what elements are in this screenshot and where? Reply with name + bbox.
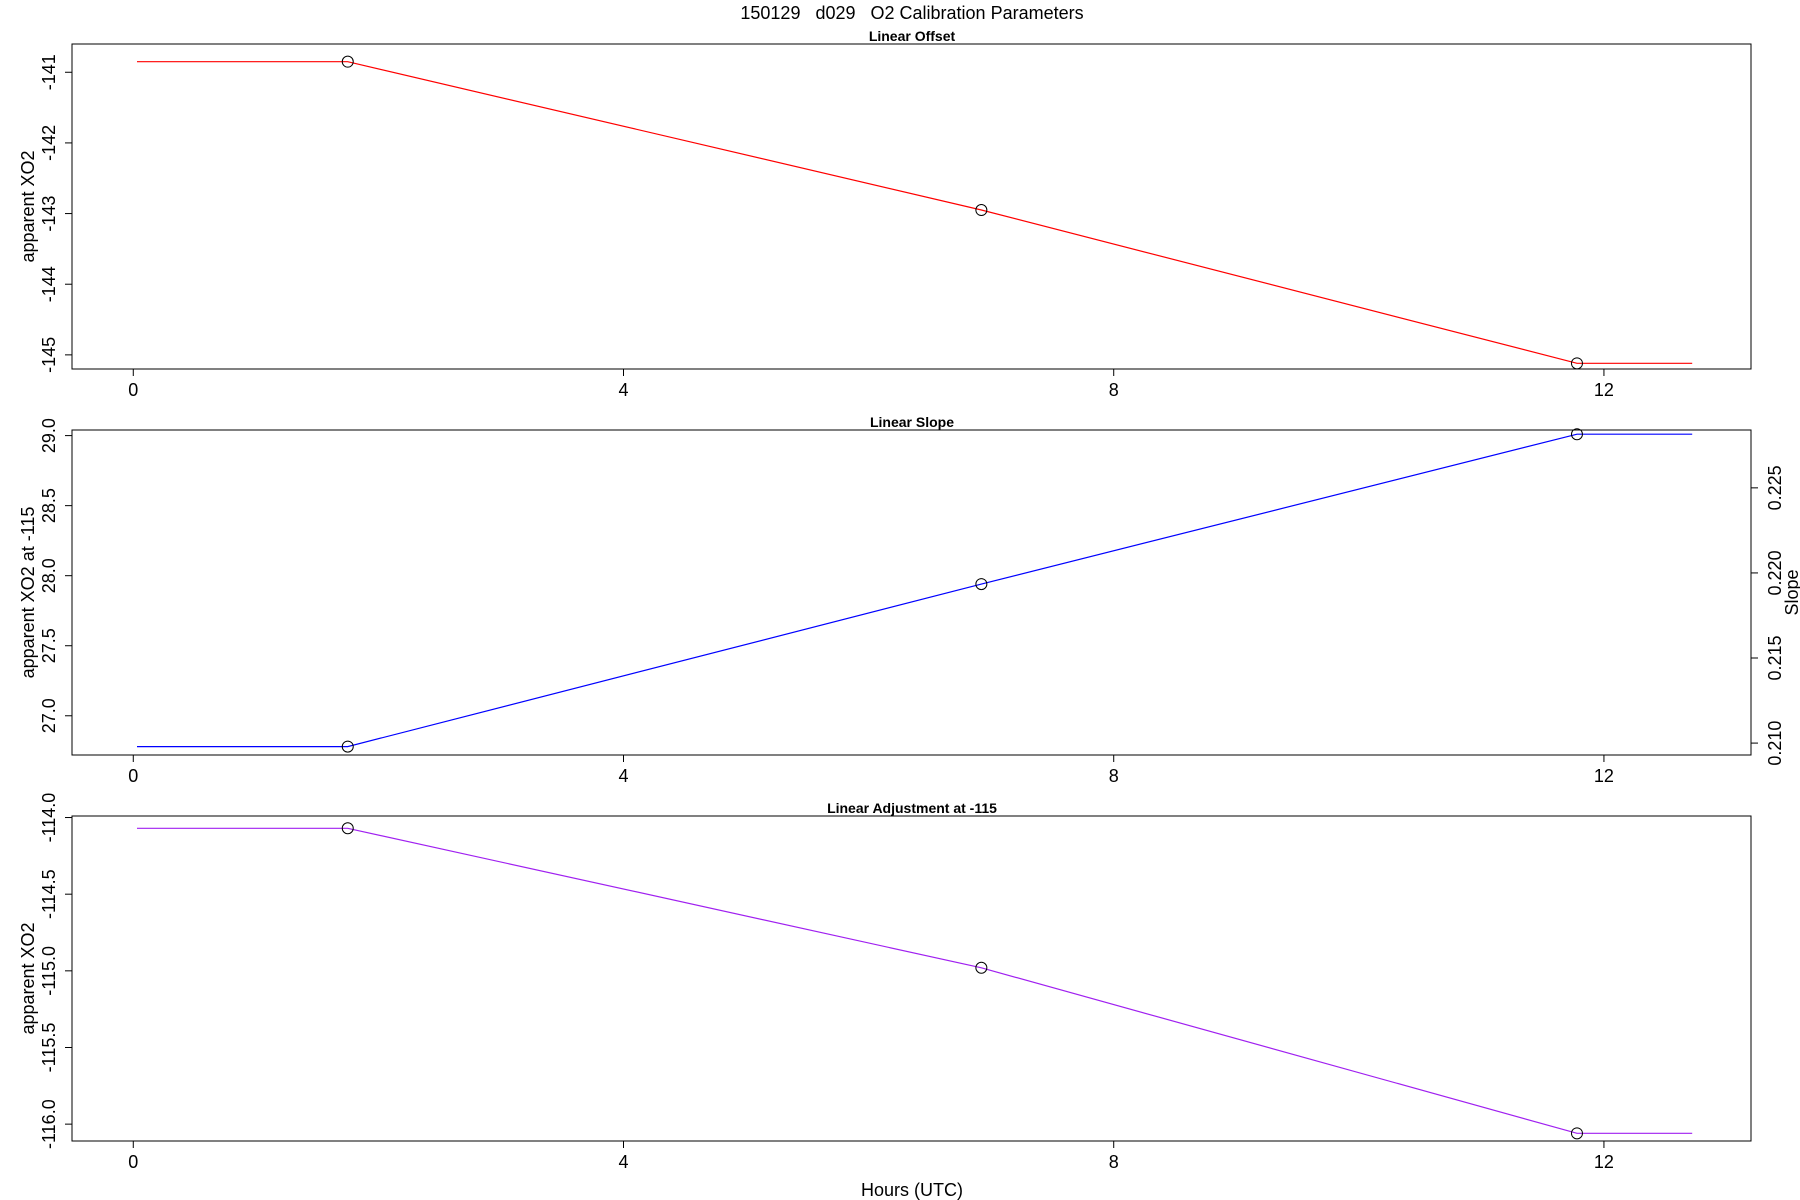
plot-frame [71,43,1752,370]
y-axis-label: apparent XO2 at -115 [18,507,38,679]
panel-title: Linear Slope [870,414,954,430]
panel-linear-offset: Linear Offset 0 4 8 12 -141 -142 -143 -144 -145 a… [18,28,1752,400]
data-point [341,740,354,753]
data-point [1570,1127,1583,1140]
series-line [137,61,1693,364]
figure-title: 150129 d029 O2 Calibration Parameters [740,3,1083,23]
x-tick-label: 4 [618,1152,628,1172]
x-tick-label: 8 [1109,766,1119,786]
y-tick-label: -115.5 [39,1023,59,1073]
data-point [341,822,354,835]
y-tick-label: -144 [39,266,59,302]
x-tick-label: 0 [128,766,138,786]
data-point [341,55,354,68]
x-tick-label: 12 [1594,1152,1614,1172]
panel-title: Linear Adjustment at -115 [827,800,997,816]
y2-tick-label: 0.215 [1765,635,1785,680]
y-tick-label: -141 [39,54,59,90]
y-tick-label: 28.5 [39,488,59,523]
panel-linear-adjustment: Linear Adjustment at -115 0 4 8 12 -114.0 -11… [18,793,1752,1172]
data-point [1570,357,1583,370]
panel-title: Linear Offset [869,28,956,44]
x-tick-label: 12 [1594,380,1614,400]
series-line [137,827,1693,1134]
y2-tick-label: 0.210 [1765,721,1785,766]
plot-frame [71,429,1752,756]
data-point [975,204,988,217]
y-tick-label: -115.0 [39,946,59,996]
y2-tick-label: 0.220 [1765,550,1785,595]
y2-tick-label: 0.225 [1765,465,1785,510]
panel-linear-slope: Linear Slope 0 4 8 12 27.0 27.5 28.0 28.5 29.0 ap… [18,414,1800,786]
y-tick-label: -114.0 [39,793,59,843]
data-point [975,961,988,974]
y-tick-label: -142 [39,125,59,161]
data-point [975,578,988,591]
y-tick-label: 27.0 [39,698,59,733]
y-tick-label: 28.0 [39,558,59,593]
x-tick-label: 8 [1109,1152,1119,1172]
y-tick-label: -114.5 [39,869,59,919]
y-tick-label: 27.5 [39,628,59,663]
y-axis-label: apparent XO2 [18,150,38,262]
x-tick-label: 4 [618,766,628,786]
y-tick-label: 29.0 [39,418,59,453]
x-tick-label: 0 [128,1152,138,1172]
plot-frame [71,815,1752,1142]
x-tick-label: 4 [618,380,628,400]
y2-axis-label: Slope [1782,569,1800,615]
data-point [1570,428,1583,441]
x-tick-label: 12 [1594,766,1614,786]
x-tick-label: 0 [128,380,138,400]
y-tick-label: -145 [39,337,59,373]
y-axis-label: apparent XO2 [18,922,38,1034]
y-tick-label: -116.0 [39,1099,59,1149]
x-tick-label: 8 [1109,380,1119,400]
x-axis-label: Hours (UTC) [861,1180,963,1200]
y-tick-label: -143 [39,196,59,232]
series-line [137,433,1693,748]
